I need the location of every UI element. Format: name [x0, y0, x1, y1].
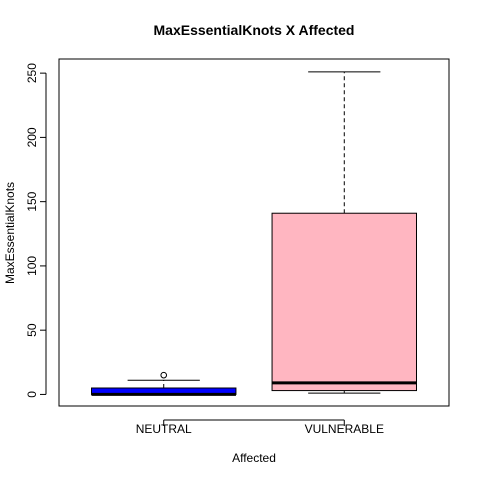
- y-tick-label: 0: [25, 391, 39, 398]
- y-tick-label: 200: [25, 127, 39, 147]
- y-tick-label: 100: [25, 256, 39, 276]
- box: [271, 212, 417, 392]
- chart-title: MaxEssentialKnots X Affected: [154, 22, 355, 38]
- y-tick-label: 50: [25, 323, 39, 337]
- plot-frame: [58, 58, 450, 407]
- y-axis-label: MaxEssentialKnots: [3, 182, 17, 284]
- x-axis-label: Affected: [232, 451, 276, 465]
- x-tick-label: NEUTRAL: [136, 422, 192, 436]
- plot-area: [40, 71, 417, 426]
- y-tick-label: 250: [25, 63, 39, 83]
- y-tick-label: 150: [25, 191, 39, 211]
- outlier-point: [160, 371, 168, 379]
- x-tick-label: VULNERABLE: [305, 422, 384, 436]
